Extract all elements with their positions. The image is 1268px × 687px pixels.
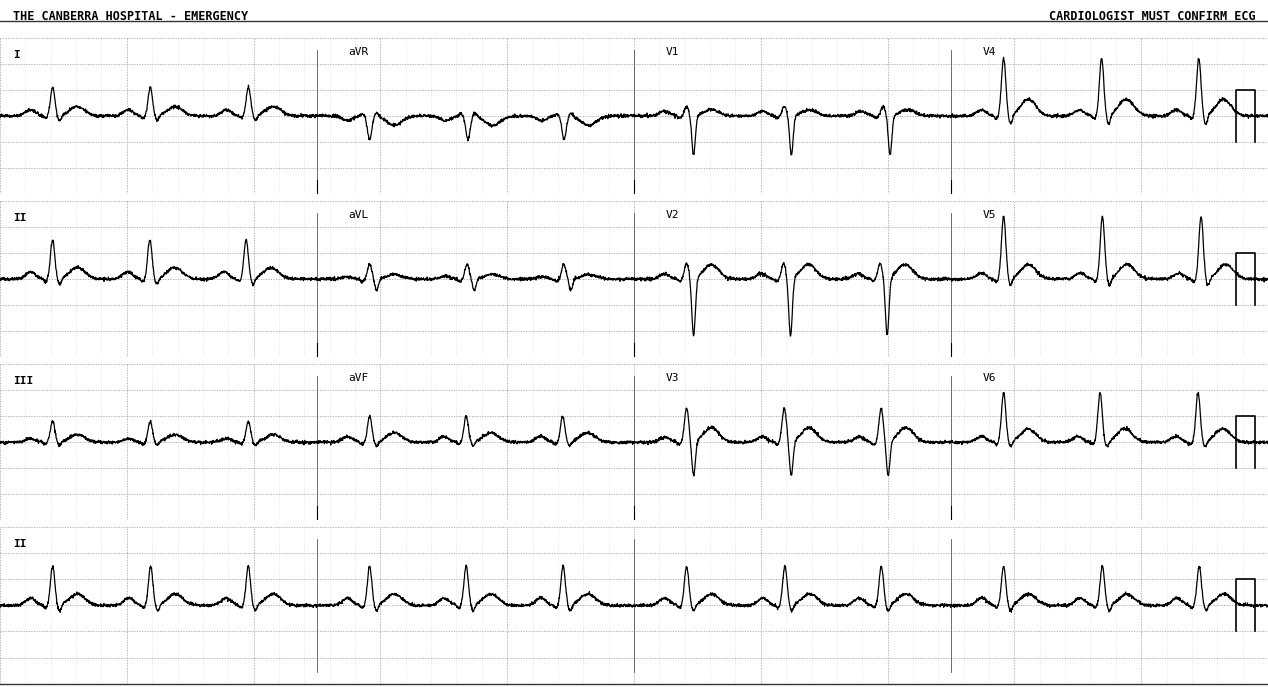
- Text: II: II: [13, 539, 27, 549]
- Text: V3: V3: [666, 374, 680, 383]
- Text: THE CANBERRA HOSPITAL - EMERGENCY: THE CANBERRA HOSPITAL - EMERGENCY: [13, 10, 247, 23]
- Text: I: I: [13, 49, 19, 60]
- Text: V4: V4: [983, 47, 997, 57]
- Text: CARDIOLOGIST MUST CONFIRM ECG: CARDIOLOGIST MUST CONFIRM ECG: [1049, 10, 1255, 23]
- Text: III: III: [13, 376, 33, 386]
- Text: V1: V1: [666, 47, 680, 57]
- Text: V2: V2: [666, 210, 680, 221]
- Text: aVL: aVL: [349, 210, 369, 221]
- Text: aVF: aVF: [349, 374, 369, 383]
- Text: II: II: [13, 213, 27, 223]
- Text: aVR: aVR: [349, 47, 369, 57]
- Text: V5: V5: [983, 210, 997, 221]
- Text: V6: V6: [983, 374, 997, 383]
